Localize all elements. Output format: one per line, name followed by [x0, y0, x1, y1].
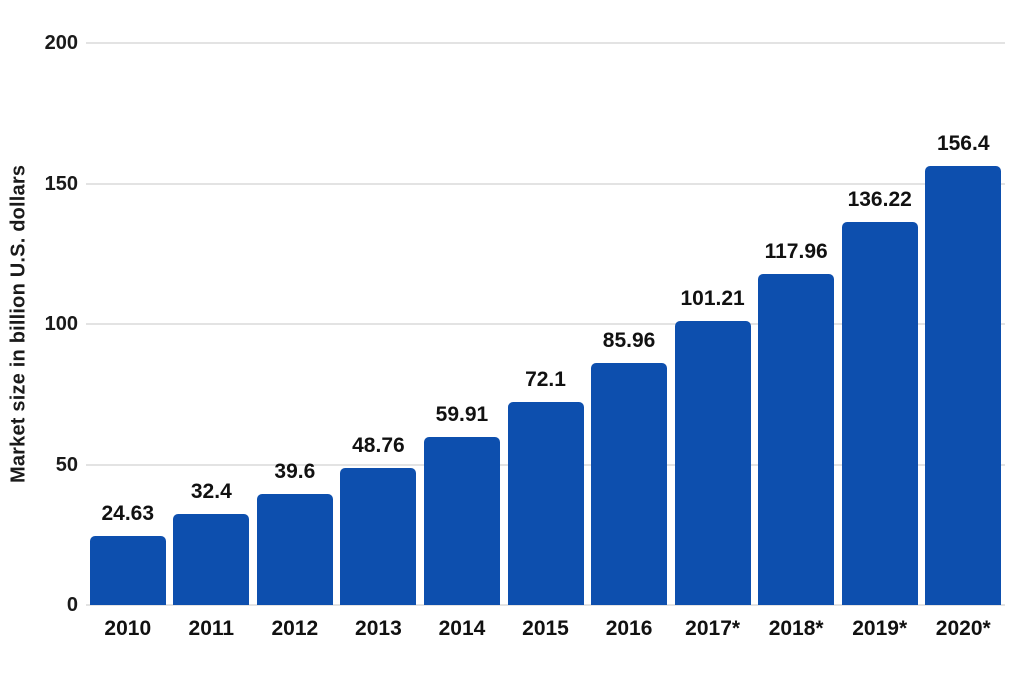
bar-value-label: 59.91	[435, 402, 489, 426]
bar	[340, 468, 417, 605]
x-axis-tick-label: 2013	[355, 617, 402, 640]
bar-value-label: 117.96	[764, 239, 828, 263]
x-axis-tick-label: 2018*	[768, 617, 824, 640]
bar-group-2018*: 117.96 2018*	[754, 43, 838, 639]
bar	[256, 493, 333, 605]
gridline-200	[86, 42, 1005, 44]
gridline-0	[86, 604, 1005, 606]
bar	[89, 535, 166, 605]
x-axis-tick-label: 2017*	[685, 617, 741, 640]
y-axis-tick-label: 200	[44, 32, 78, 54]
bar-group-2010: 24.63 2010	[86, 43, 170, 639]
bar	[173, 513, 250, 605]
bar-group-2016: 85.96 2016	[587, 43, 671, 639]
y-axis-tick-label: 0	[66, 594, 78, 616]
x-axis-tick-label: 2010	[104, 617, 152, 640]
x-axis-tick-label: 2020*	[935, 617, 991, 640]
bar-group-2011: 32.4 2011	[170, 43, 254, 639]
bar-value-label: 72.1	[525, 368, 566, 392]
gridline-150	[86, 182, 1005, 185]
bar	[925, 165, 1002, 605]
bar	[591, 363, 668, 605]
x-axis-tick-label: 2019*	[852, 617, 908, 640]
bar-value-label: 101.21	[680, 286, 745, 310]
x-axis-tick-label: 2011	[188, 617, 235, 640]
x-axis-tick-label: 2014	[438, 617, 486, 640]
bar-group-2019*: 136.22 2019*	[838, 43, 922, 639]
bar-group-2013: 48.76 2013	[337, 43, 421, 639]
bar-value-label: 85.96	[602, 329, 656, 353]
bar-value-label: 136.22	[847, 188, 912, 212]
bar	[674, 320, 751, 605]
bar-group-2020*: 156.4 2020*	[921, 43, 1005, 639]
bar-value-label: 39.6	[274, 459, 316, 483]
x-axis-tick-label: 2012	[271, 617, 319, 640]
bar-group-2017*: 101.21 2017*	[671, 43, 755, 639]
y-axis-tick-label: 100	[44, 313, 78, 335]
bar-value-label: 156.4	[936, 131, 990, 155]
bar	[507, 402, 584, 605]
gridline-100	[86, 323, 1005, 325]
bar-group-2015: 72.1 2015	[504, 43, 588, 639]
plot-area: 24.63 2010 32.4 2011 39.6 2012 48.76 2013 59.91 2…	[86, 42, 1005, 639]
bar	[758, 273, 835, 605]
bar-value-label: 24.63	[101, 501, 155, 525]
x-axis-tick-label: 2015	[522, 617, 569, 640]
bar	[841, 222, 918, 605]
bar-value-label: 32.4	[190, 479, 232, 503]
y-axis-tick-label: 50	[55, 453, 78, 476]
bar-group-2014: 59.91 2014	[420, 43, 504, 639]
bar-group-2012: 39.6 2012	[253, 43, 337, 639]
bar	[423, 436, 500, 605]
bar-value-label: 48.76	[352, 434, 405, 457]
bars-layer: 24.63 2010 32.4 2011 39.6 2012 48.76 2013 59.91 2…	[86, 43, 1005, 639]
x-axis-tick-label: 2016	[605, 617, 653, 640]
y-axis-tick-label: 150	[44, 172, 78, 195]
